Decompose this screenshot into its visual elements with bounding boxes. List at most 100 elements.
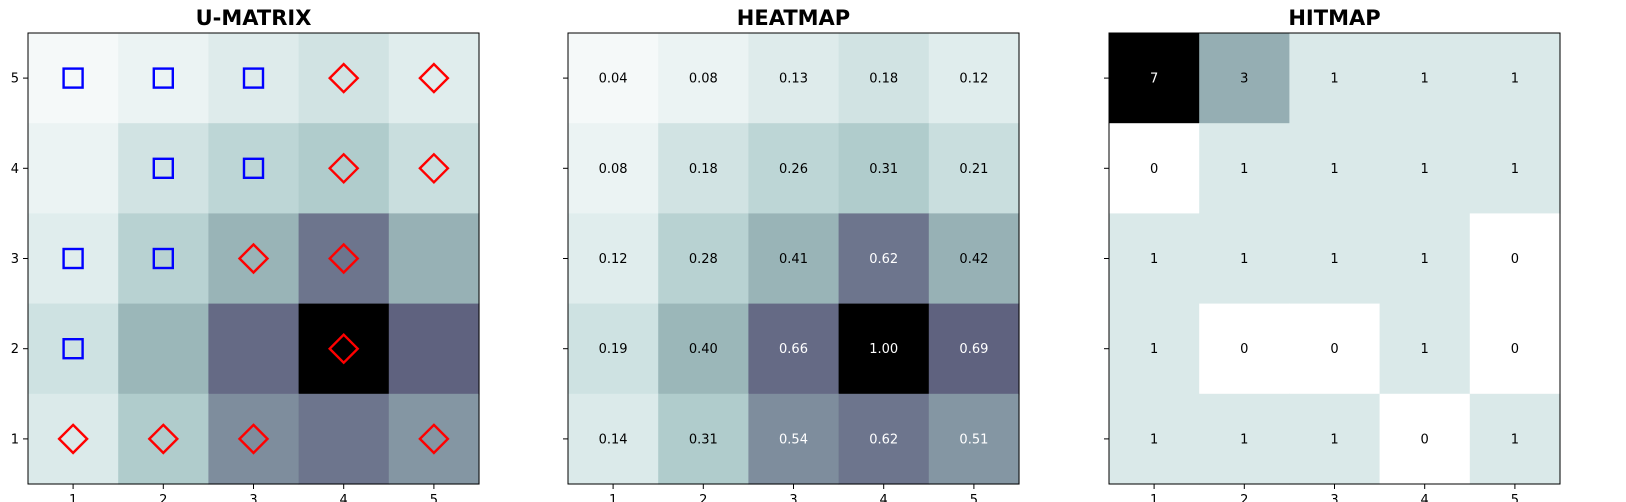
heatmap-cell [658,213,749,305]
chart-title: U-MATRIX [196,6,312,30]
panel-u-matrix: 1 2 3 4 5 1 2 3 4 5 U-MATRIX [11,6,480,502]
heatmap-cell [748,303,840,395]
heatmap-cell [838,123,930,214]
heatmap-cell [928,303,1020,395]
cell-value-label: 0.40 [689,342,718,357]
cell-value-label: 1 [1421,72,1429,87]
heatmap-cell [568,33,659,124]
heatmap-cell [1379,393,1471,485]
heatmap-cell [1109,213,1200,305]
heatmap-cell [1109,33,1200,124]
heatmap-cell [1199,213,1290,305]
heatmap-cell [28,123,119,214]
heatmap-cell [1469,213,1561,305]
cell-value-label: 0.41 [779,252,808,267]
heatmap-cell [208,33,300,124]
chart-title: HEATMAP [737,6,850,30]
y-tick-label: 3 [11,252,19,267]
cell-value-label: 1.00 [869,342,898,357]
heatmap-cell [838,33,930,124]
x-tick-label: 4 [340,493,348,502]
cell-value-label: 3 [1240,72,1248,87]
chart-title: HITMAP [1288,6,1380,30]
heatmap-cell [658,393,749,485]
y-tick-label: 1 [11,432,19,447]
heatmap-cell [298,213,390,305]
heatmap-cell [1109,393,1200,485]
cell-value-label: 0.54 [779,432,808,447]
diamond-marker [328,62,360,94]
x-tick-label: 4 [880,493,888,502]
cell-value-label: 0.08 [599,162,628,177]
heatmap-cell [568,393,659,485]
cell-value-label: 0 [1240,342,1248,357]
cell-value-label: 0.14 [599,432,628,447]
heatmap-cell [388,33,480,124]
diamond-marker [418,62,450,94]
diamond-marker [328,242,360,275]
heatmap-cell [118,33,209,124]
heatmap-cell [208,303,300,395]
cell-value-label: 1 [1421,252,1429,267]
heatmap-cell [658,123,749,214]
heatmap-cell [748,123,840,214]
heatmap-cell [568,123,659,214]
heatmap-cell [1199,123,1290,214]
heatmap-cell [658,33,749,124]
cell-value-label: 0.26 [779,162,808,177]
square-marker [242,157,265,180]
heatmap-cell [118,213,209,305]
cell-value-label: 1 [1421,162,1429,177]
cell-value-label: 0.04 [599,72,628,87]
cell-value-label: 0.51 [959,432,988,447]
cell-value-label: 0.62 [869,432,898,447]
cell-value-label: 1 [1240,252,1248,267]
heatmap-cell [1379,303,1471,395]
heatmap-cell [838,303,930,395]
heatmap-cell [748,213,840,305]
cell-value-label: 0.13 [779,72,808,87]
x-tick-label: 1 [69,493,77,502]
heatmap-cell [1379,213,1471,305]
diamond-marker [237,242,270,275]
cell-value-label: 0.69 [959,342,988,357]
heatmap-cell [298,33,390,124]
heatmap-cell [28,303,119,395]
x-tick-label: 2 [159,493,167,502]
x-tick-label: 3 [1330,493,1338,502]
cell-value-label: 1 [1240,432,1248,447]
heatmap-cell [298,303,390,395]
square-marker [152,67,175,89]
cell-value-label: 1 [1330,432,1338,447]
cell-value-label: 0.18 [689,162,718,177]
heatmap-cell [1199,393,1290,485]
heatmap-cell [1469,123,1561,214]
heatmap-cell [1109,303,1200,395]
cell-value-label: 0.18 [869,72,898,87]
x-tick-label: 4 [1421,493,1429,502]
x-tick-label: 5 [1511,493,1519,502]
square-marker [62,338,84,360]
heatmap-cell [1379,123,1471,214]
cell-value-label: 0.31 [689,432,718,447]
heatmap-cell [208,123,300,214]
heatmap-cell [1289,213,1381,305]
cell-value-label: 1 [1150,432,1158,447]
heatmap-cell [568,213,659,305]
panel-hitmap: 7 3 1 1 1 0 1 1 1 1 1 1 1 1 0 1 0 0 1 0 1 1 1 0 1 1 2 3 4 5 HITMAP [1104,6,1561,502]
heatmap-cell [1289,33,1381,124]
x-tick-label: 1 [1150,493,1158,502]
cell-value-label: 0.28 [689,252,718,267]
cell-value-label: 0 [1421,432,1429,447]
heatmap-cell [28,33,119,124]
cell-value-label: 1 [1150,342,1158,357]
x-tick-label: 2 [1240,493,1248,502]
cell-value-label: 1 [1150,252,1158,267]
heatmap-cell [748,33,840,124]
cell-value-label: 0.19 [599,342,628,357]
heatmap-cell [388,123,480,214]
panel-heatmap: 0.04 0.08 0.13 0.18 0.12 0.08 0.18 0.26 0.31 0.21… [563,6,1020,502]
cell-value-label: 1 [1511,72,1519,87]
cell-value-label: 0.12 [959,72,988,87]
